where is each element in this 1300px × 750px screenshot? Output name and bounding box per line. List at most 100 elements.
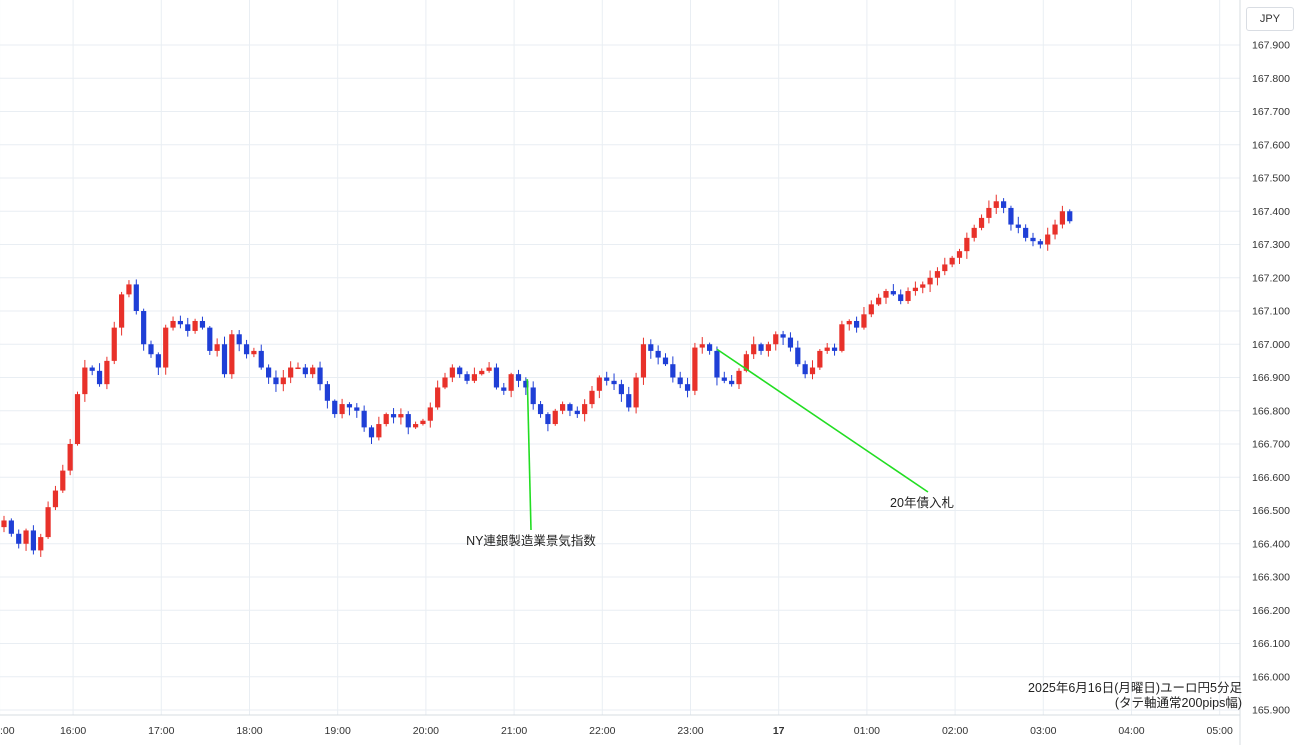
- candle-body: [699, 344, 705, 348]
- candle-body: [8, 520, 14, 534]
- y-tick-label: 165.900: [1252, 705, 1290, 717]
- candle-body: [16, 533, 22, 544]
- candle-body: [596, 377, 602, 391]
- candle-body: [464, 374, 470, 381]
- y-tick-label: 167.500: [1252, 173, 1290, 185]
- candle-body: [1052, 224, 1058, 235]
- candle-body: [898, 294, 904, 302]
- candle-body: [30, 530, 36, 551]
- candle-body: [670, 364, 676, 378]
- candle-body: [126, 284, 132, 295]
- candle-body: [221, 344, 228, 375]
- candle-body: [111, 327, 117, 361]
- candle-body: [905, 291, 911, 302]
- y-tick-label: 167.800: [1252, 73, 1290, 85]
- candle-body: [684, 384, 691, 391]
- caption-line-2: (タテ軸通常200pips幅): [1114, 696, 1242, 710]
- candle-body: [214, 344, 220, 351]
- candle-body: [185, 324, 191, 331]
- y-tick-label: 166.600: [1252, 472, 1290, 484]
- candle-body: [501, 387, 507, 391]
- candle-body: [420, 420, 426, 425]
- candle-body: [1001, 201, 1007, 208]
- annotation-label: 20年債入札: [890, 495, 954, 510]
- candle-body: [648, 344, 654, 351]
- y-tick-label: 167.000: [1252, 339, 1290, 351]
- candle-body: [273, 377, 279, 385]
- candle-body: [809, 367, 816, 375]
- grid: [0, 0, 1241, 745]
- candle-body: [119, 294, 125, 328]
- y-tick-label: 167.200: [1252, 272, 1290, 284]
- y-tick-label: 166.500: [1252, 505, 1290, 517]
- candle-body: [339, 404, 345, 415]
- candle-body: [1, 520, 7, 528]
- candle-body: [883, 291, 889, 298]
- y-tick-label: 166.300: [1252, 572, 1290, 584]
- currency-selector[interactable]: JPY: [1246, 7, 1294, 31]
- candles: [1, 194, 1073, 557]
- candle-body: [846, 320, 852, 325]
- candle-body: [390, 414, 397, 418]
- x-tick-label: :00: [0, 725, 15, 737]
- candle-body: [324, 384, 330, 401]
- y-tick-label: 167.900: [1252, 40, 1290, 52]
- candle-body: [890, 291, 896, 295]
- candle-body: [545, 414, 551, 425]
- candle-body: [398, 414, 404, 418]
- annotation-line: [526, 379, 532, 531]
- y-tick-label: 167.700: [1252, 106, 1290, 118]
- candle-body: [346, 404, 353, 408]
- candle-body: [611, 380, 617, 385]
- x-tick-label: 05:00: [1207, 725, 1233, 737]
- candle-body: [582, 404, 588, 415]
- candle-body: [662, 357, 669, 365]
- annotation-line: [716, 348, 929, 493]
- candle-body: [1059, 211, 1065, 225]
- candle-body: [332, 400, 338, 415]
- annotations: NY連銀製造業景気指数 20年債入札: [466, 348, 954, 548]
- candle-body: [765, 344, 771, 351]
- candle-body: [560, 404, 566, 411]
- candle-body: [207, 327, 213, 351]
- candle-body: [626, 394, 632, 408]
- candle-body: [361, 410, 367, 428]
- candle-body: [376, 424, 382, 438]
- candle-body: [964, 237, 970, 252]
- candle-body: [229, 334, 235, 375]
- candle-body: [413, 424, 419, 428]
- candle-body: [942, 264, 948, 272]
- candle-body: [633, 377, 639, 408]
- x-tick-label: 17:00: [148, 725, 174, 737]
- candle-body: [986, 207, 992, 218]
- candle-body: [383, 414, 389, 425]
- x-tick-label: 18:00: [236, 725, 262, 737]
- candle-body: [89, 367, 95, 371]
- candle-body: [1023, 227, 1029, 238]
- candle-body: [23, 530, 29, 544]
- candle-body: [133, 284, 139, 311]
- candle-body: [1008, 207, 1014, 225]
- candle-body: [751, 344, 757, 355]
- candle-body: [1030, 237, 1036, 242]
- y-tick-label: 166.900: [1252, 372, 1290, 384]
- candle-body: [1045, 234, 1051, 245]
- candle-body: [479, 370, 485, 375]
- candle-body: [839, 324, 845, 351]
- x-tick-label: 01:00: [854, 725, 880, 737]
- candle-body: [251, 350, 257, 355]
- candle-body: [405, 414, 411, 428]
- candle-body: [854, 320, 860, 328]
- candle-body: [442, 377, 448, 388]
- candle-body: [515, 374, 522, 381]
- candle-body: [288, 367, 294, 378]
- candle-body: [310, 367, 316, 375]
- y-tick-label: 166.000: [1252, 671, 1290, 683]
- candle-body: [486, 367, 492, 371]
- candle-body: [427, 407, 433, 421]
- candle-body: [802, 364, 808, 375]
- candle-body: [729, 380, 735, 385]
- candle-body: [243, 344, 250, 355]
- candle-body: [177, 320, 183, 325]
